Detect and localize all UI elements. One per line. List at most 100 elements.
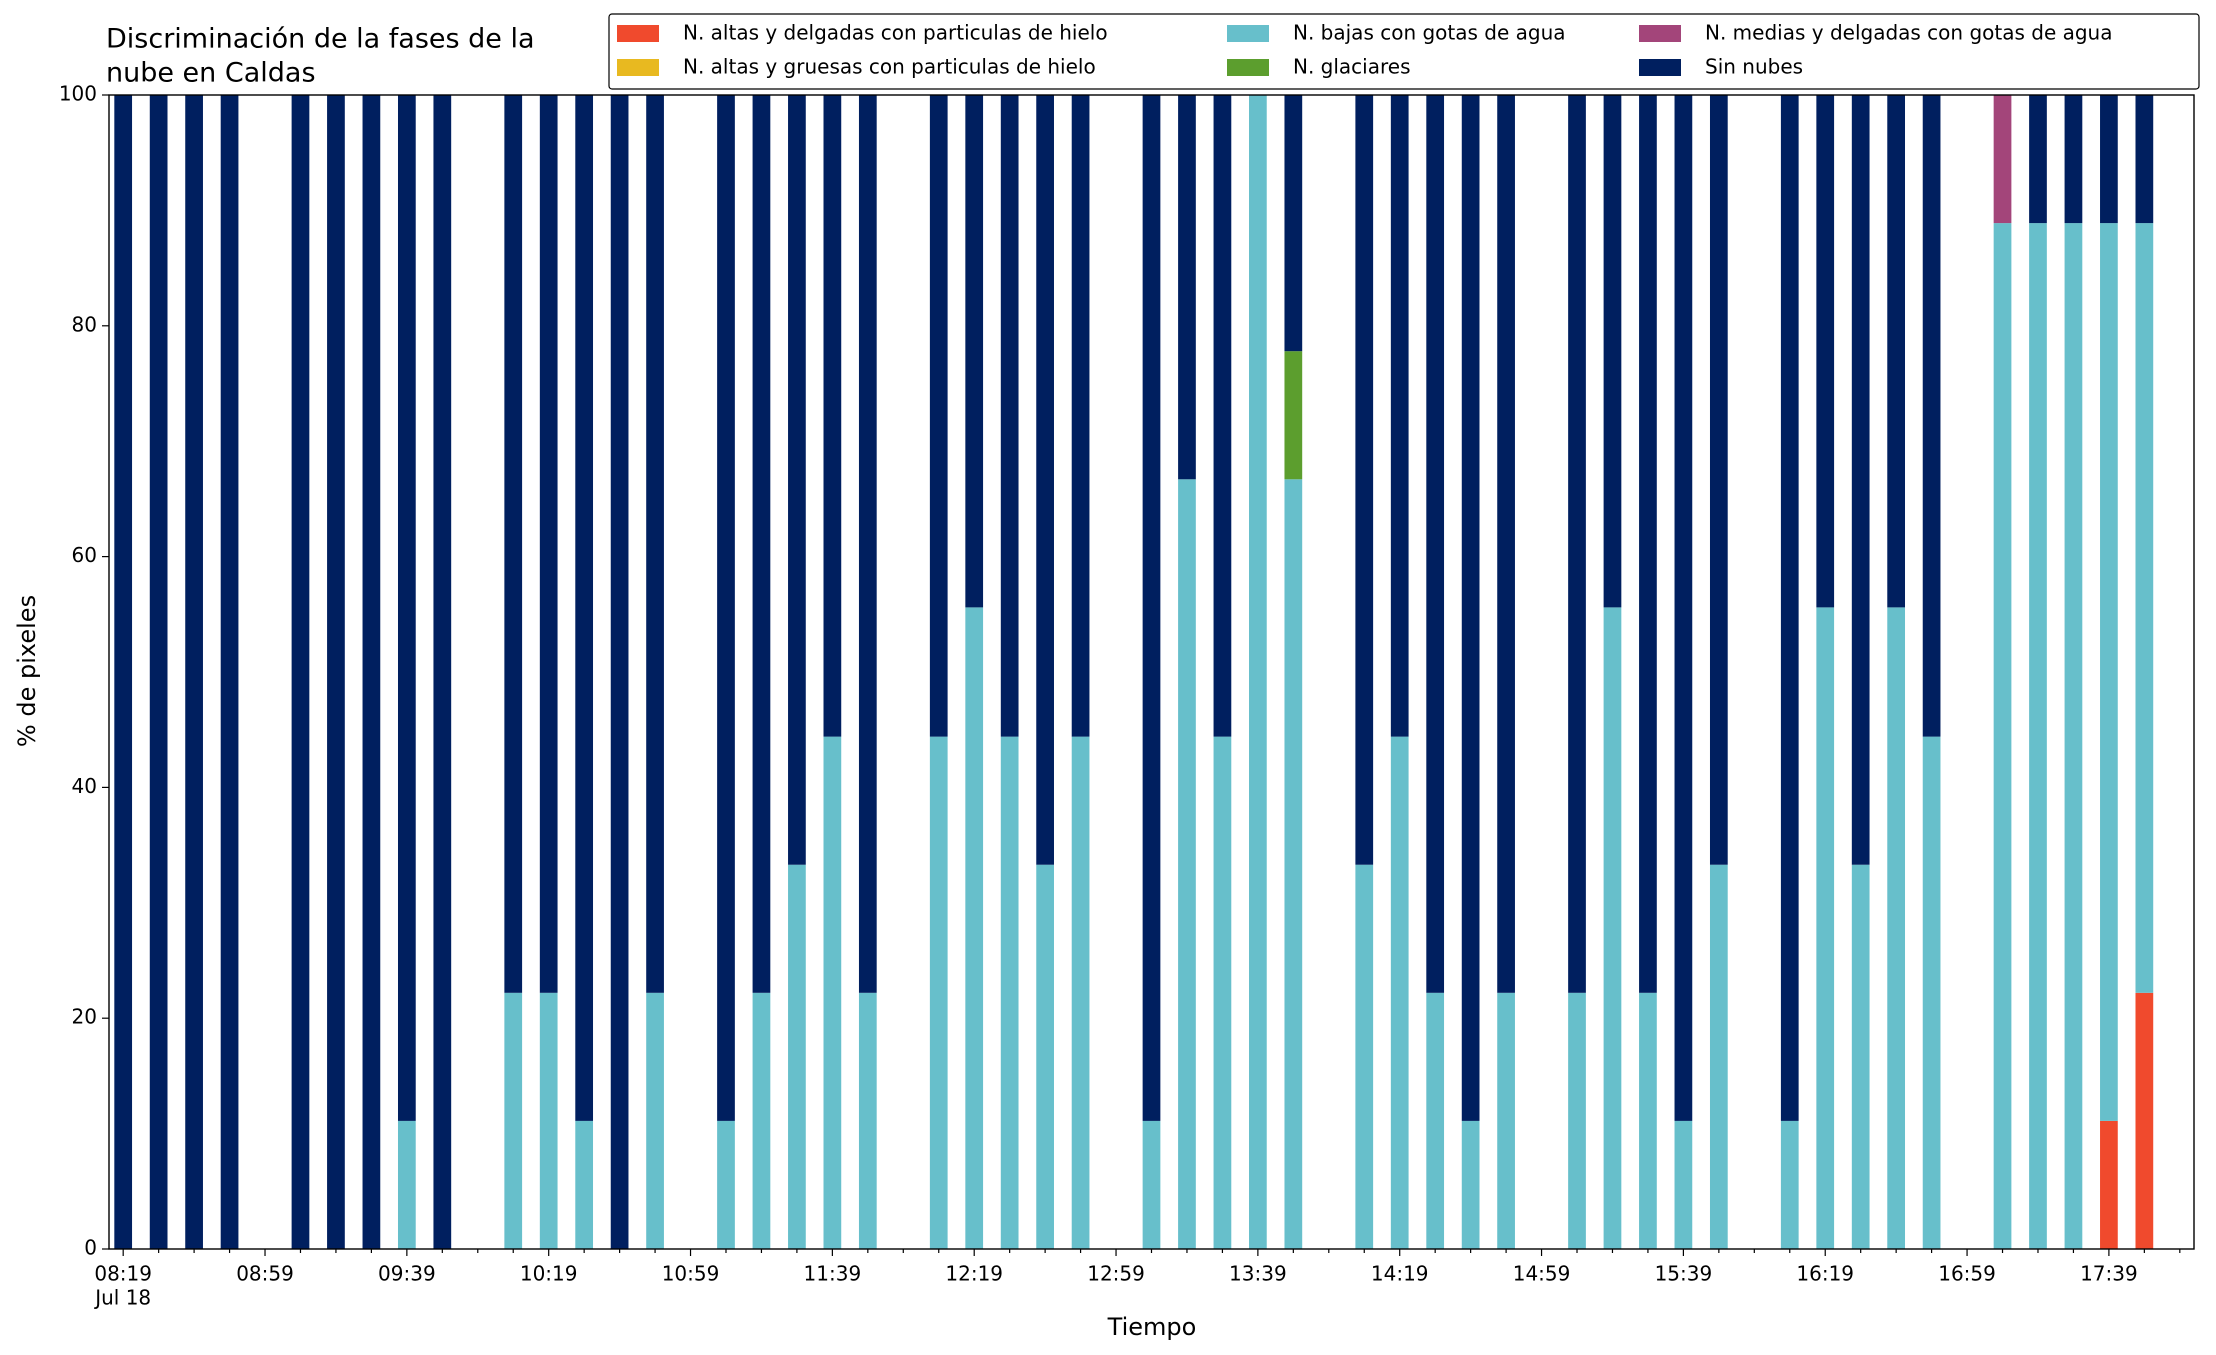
bar-segment <box>1709 95 1728 865</box>
legend-label: N. glaciares <box>1293 55 1411 79</box>
bar-segment <box>1603 607 1622 1249</box>
legend-swatch <box>1227 25 1269 42</box>
y-tick-label: 20 <box>72 1005 97 1029</box>
bar-segment <box>2135 223 2154 993</box>
bar-segment <box>149 95 168 1249</box>
x-tick-label: 14:59 <box>1513 1262 1571 1286</box>
bar-segment <box>1851 864 1870 1249</box>
x-tick-label: 17:39 <box>2080 1262 2138 1286</box>
bar-segment <box>929 736 948 1249</box>
bar-segment <box>575 1120 594 1249</box>
bar-segment <box>504 992 523 1249</box>
bar-segment <box>1390 736 1409 1249</box>
bar-segment <box>788 95 806 865</box>
bar-segment <box>1071 95 1090 737</box>
x-tick-label: 15:39 <box>1655 1262 1713 1286</box>
legend-swatch <box>1639 25 1681 42</box>
y-tick-label: 0 <box>84 1236 97 1260</box>
x-tick-label: 09:39 <box>378 1262 436 1286</box>
legend-swatch <box>1227 59 1269 76</box>
bar-segment <box>1887 607 1906 1249</box>
bar-segment <box>1426 95 1445 993</box>
bar-segment <box>1851 95 1870 865</box>
bar-segment <box>1780 1120 1799 1249</box>
bar-segment <box>397 95 416 1121</box>
bar-segment <box>220 95 239 1249</box>
bar-segment <box>1603 95 1622 608</box>
bar-segment <box>1461 95 1480 1121</box>
bar-segment <box>504 95 523 993</box>
x-tick-label: 16:19 <box>1796 1262 1854 1286</box>
chart-title: Discriminación de la fases de la <box>106 24 535 55</box>
bar-segment <box>823 736 842 1249</box>
bar-segment <box>1284 351 1303 480</box>
bar-segment <box>2029 95 2047 224</box>
bar-segment <box>2064 223 2083 1249</box>
legend-box <box>608 13 2200 90</box>
bar-segment <box>858 95 877 993</box>
bar-segment <box>397 1120 416 1249</box>
bar-segment <box>646 95 664 993</box>
bar-segment <box>1993 95 2012 224</box>
bar-segment <box>752 992 771 1249</box>
chart-title: nube en Caldas <box>106 58 316 89</box>
bar-segment <box>2064 95 2083 224</box>
bar-segment <box>1036 95 1054 865</box>
bar-segment <box>1000 736 1019 1249</box>
bar-segment <box>1993 223 2012 1249</box>
x-tick-label: 12:19 <box>945 1262 1003 1286</box>
legend-label: N. bajas con gotas de agua <box>1293 21 1566 45</box>
legend-swatch <box>1639 59 1681 76</box>
legend-label: N. altas y delgadas con particulas de hi… <box>683 21 1108 45</box>
bar-segment <box>327 95 345 1249</box>
bar-segment <box>717 1120 735 1249</box>
bar-segment <box>539 992 558 1249</box>
x-axis-label: Tiempo <box>1107 1313 1197 1341</box>
bar-segment <box>1674 1120 1693 1249</box>
x-tick-label: 08:59 <box>236 1262 294 1286</box>
bar-segment <box>291 95 310 1249</box>
bar-segment <box>1178 479 1196 1250</box>
bar-segment <box>1887 95 1906 608</box>
bar-segment <box>788 864 806 1249</box>
y-tick-label: 60 <box>72 543 97 567</box>
bar-segment <box>1780 95 1799 1121</box>
bar-segment <box>1922 95 1941 737</box>
legend-label: Sin nubes <box>1705 55 1803 79</box>
bar-segment <box>433 95 452 1249</box>
bar-segment <box>2135 95 2154 224</box>
bar-segment <box>1674 95 1693 1121</box>
bar-segment <box>2100 223 2118 1121</box>
bar-segment <box>1497 95 1515 993</box>
bar-segment <box>1284 95 1303 352</box>
y-tick-label: 100 <box>59 82 97 106</box>
y-tick-label: 80 <box>72 312 97 336</box>
x-tick-label: 13:39 <box>1229 1262 1287 1286</box>
bar-segment <box>575 95 594 1121</box>
bar-segment <box>1284 479 1303 1250</box>
x-tick-label: 11:39 <box>804 1262 862 1286</box>
bar-segment <box>1142 1120 1161 1249</box>
bar-segment <box>1213 95 1232 737</box>
bar-segment <box>2100 95 2118 224</box>
bar-segment <box>1249 95 1267 1249</box>
bar-segment <box>1816 95 1835 608</box>
legend-label: N. altas y gruesas con particulas de hie… <box>683 55 1096 79</box>
bar-segment <box>185 95 203 1249</box>
bar-segment <box>1426 992 1445 1249</box>
bar-segment <box>858 992 877 1249</box>
x-tick-label: 08:19 <box>94 1262 152 1286</box>
bar-segment <box>965 95 984 608</box>
bar-segment <box>929 95 948 737</box>
x-tick-label: 14:19 <box>1371 1262 1429 1286</box>
bar-segment <box>1355 864 1374 1249</box>
x-tick-label: 10:19 <box>520 1262 578 1286</box>
bar-segment <box>1142 95 1161 1121</box>
bar-segment <box>2029 223 2047 1249</box>
bar-segment <box>1461 1120 1480 1249</box>
legend-label: N. medias y delgadas con gotas de agua <box>1705 21 2113 45</box>
bar-segment <box>539 95 558 993</box>
bar-segment <box>1568 992 1586 1249</box>
bar-segment <box>1213 736 1232 1249</box>
